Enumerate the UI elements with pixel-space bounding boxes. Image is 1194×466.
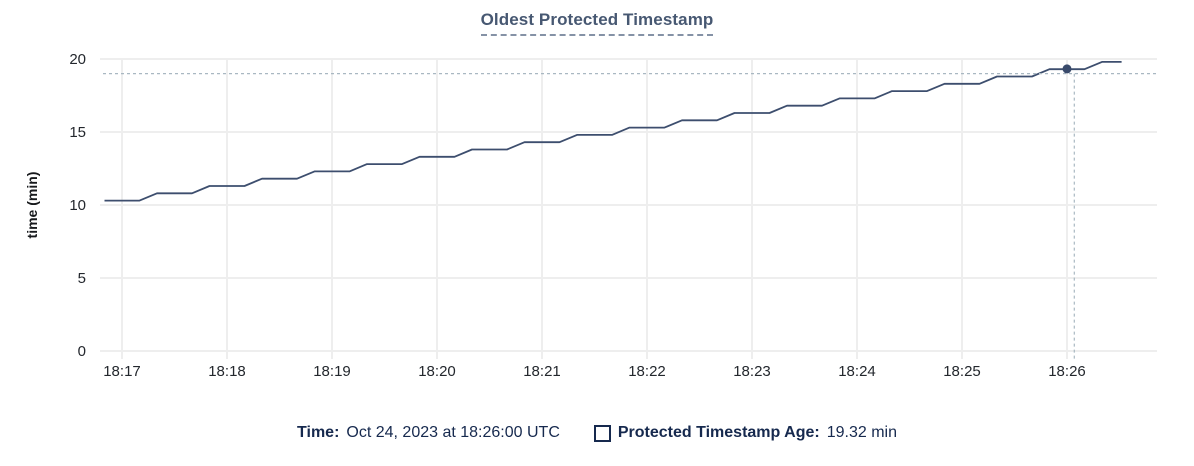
x-tick-label: 18:21: [523, 363, 561, 380]
protected-timestamp-age-label: Protected Timestamp Age:: [617, 424, 820, 441]
x-tick-label: 18:17: [103, 363, 141, 380]
chart-header: Oldest Protected Timestamp: [0, 10, 1194, 36]
y-tick-label: 20: [69, 51, 86, 68]
time-value: Oct 24, 2023 at 18:26:00 UTC: [346, 424, 560, 441]
series-toggle-checkbox[interactable]: [593, 424, 611, 442]
x-tick-label: 18:22: [628, 363, 666, 380]
protected-timestamp-age-value: 19.32 min: [826, 424, 897, 441]
x-tick-label: 18:26: [1048, 363, 1086, 380]
series-line: [104, 61, 1122, 202]
y-tick-label: 5: [78, 270, 86, 287]
x-tick-label: 18:24: [838, 363, 876, 380]
chart-footer: Time: Oct 24, 2023 at 18:26:00 UTC Prote…: [0, 424, 1194, 442]
time-label: Time:: [297, 424, 340, 441]
y-tick-label: 10: [69, 197, 86, 214]
x-tick-label: 18:23: [733, 363, 771, 380]
oldest-protected-timestamp-chart[interactable]: 0 5 10 15 20 18:17 18:18 18:19 18:20 18:21 18:22 18…: [0, 0, 1194, 400]
x-tick-label: 18:18: [208, 363, 246, 380]
y-tick-label: 15: [69, 124, 86, 141]
crosshair-dot: [1062, 64, 1072, 74]
x-tick-label: 18:19: [313, 363, 351, 380]
chart-title[interactable]: Oldest Protected Timestamp: [480, 10, 714, 36]
x-tick-label: 18:25: [943, 363, 981, 380]
y-tick-label: 0: [78, 343, 86, 360]
x-tick-label: 18:20: [418, 363, 456, 380]
